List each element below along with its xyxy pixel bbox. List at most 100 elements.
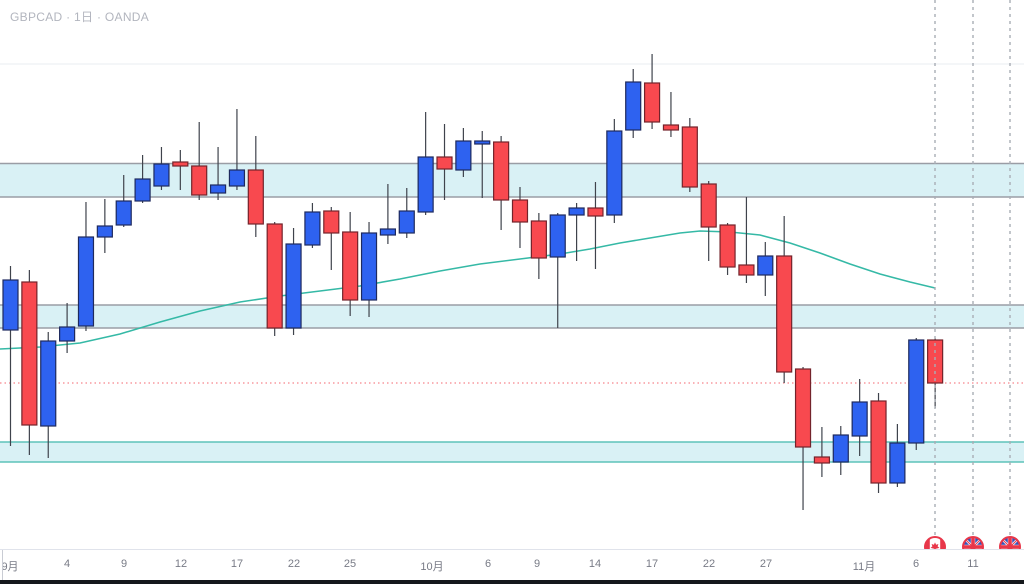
candle-09-30 (398, 188, 415, 238)
candle-body-down (719, 224, 736, 268)
candle-09-09 (115, 175, 132, 227)
candle-body-down (643, 82, 661, 123)
candle-09-02 (21, 270, 38, 455)
candle-body-up (96, 225, 113, 238)
time-axis-label: 9 (533, 558, 541, 570)
candle-body-up (379, 228, 396, 236)
candle-body-up (2, 279, 19, 331)
candle-body-up (209, 184, 227, 194)
candle-09-25 (342, 212, 359, 316)
candle-10-28 (776, 216, 793, 383)
candle-09-08 (96, 199, 113, 253)
candle-10-17 (643, 54, 661, 129)
candle-body-up (134, 178, 151, 202)
candle-body-down (191, 165, 208, 196)
time-axis-label: 22 (287, 558, 301, 570)
time-axis-label: 17 (230, 558, 244, 570)
candle-10-24 (738, 197, 755, 283)
candle-09-18 (247, 136, 264, 237)
candle-09-19 (266, 222, 283, 336)
time-axis-label: 14 (588, 558, 602, 570)
candle-body-up (360, 232, 378, 301)
candle-body-up (606, 130, 623, 216)
candle-body-up (889, 442, 906, 484)
candle-body-up (625, 81, 642, 131)
time-axis-label: 22 (702, 558, 716, 570)
candle-10-21 (681, 118, 698, 192)
candle-10-06 (474, 131, 491, 198)
candle-body-down (870, 400, 887, 484)
candle-09-03 (40, 332, 57, 458)
candle-11-07 (927, 338, 944, 408)
candle-10-03 (455, 128, 472, 177)
candle-body-down (266, 223, 283, 329)
time-axis-label: 6 (484, 558, 492, 570)
candle-11-06 (908, 338, 925, 450)
candle-body-up (549, 214, 566, 258)
candle-body-down (342, 231, 359, 301)
candle-body-down (700, 183, 717, 228)
time-axis-label: 27 (759, 558, 773, 570)
time-axis-label: 11 (967, 558, 979, 570)
candle-10-07 (493, 136, 510, 230)
candle-body-down (436, 156, 453, 170)
candle-10-23 (719, 223, 736, 275)
candle-10-30 (813, 427, 831, 477)
candle-10-22 (700, 181, 717, 261)
candle-09-11 (153, 147, 170, 190)
candle-11-04 (870, 393, 887, 493)
candle-10-02 (436, 124, 453, 200)
candle-body-up (77, 236, 95, 327)
time-axis[interactable]: 9月 4 9 12 17 22 25 10月 6 9 14 17 22 27 11月 6 11 (0, 549, 1024, 581)
candle-11-05 (889, 424, 906, 487)
time-axis-label: 6 (912, 558, 920, 570)
candle-09-12 (172, 150, 189, 190)
candle-body-down (662, 124, 680, 131)
time-axis-label: 11月 (852, 561, 876, 573)
candle-body-up (228, 169, 246, 187)
candle-09-29 (379, 184, 396, 244)
candle-10-01 (417, 112, 434, 215)
time-axis-label: 10月 (420, 561, 444, 573)
price-zone (0, 162, 1024, 198)
candle-body-up (474, 140, 491, 145)
candle-09-23 (304, 203, 321, 248)
candle-body-down (511, 199, 529, 223)
time-axis-label: 25 (343, 558, 357, 570)
candle-09-04 (59, 303, 76, 353)
candle-body-down (323, 210, 340, 234)
candle-10-14 (587, 182, 604, 269)
candle-10-13 (568, 203, 585, 261)
time-axis-label: 17 (645, 558, 659, 570)
candle-09-24 (323, 207, 340, 270)
candle-body-down (493, 141, 510, 201)
candle-body-down (776, 255, 793, 373)
time-axis-label: 4 (63, 558, 71, 570)
candle-body-up (285, 243, 302, 329)
candle-body-down (530, 220, 547, 259)
candle-10-16 (625, 69, 642, 138)
candle-09-01 (2, 266, 19, 446)
price-zone (0, 441, 1024, 463)
candle-body-down (21, 281, 38, 426)
candle-10-08 (511, 187, 529, 248)
price-zone (0, 304, 1024, 329)
candle-body-up (115, 200, 132, 226)
candle-10-29 (794, 367, 812, 510)
candle-body-up (59, 326, 76, 342)
candle-body-up (757, 255, 774, 276)
maple-leaf-icon (930, 542, 940, 552)
candle-body-down (794, 368, 812, 448)
candle-body-up (398, 210, 415, 234)
candle-10-31 (832, 426, 849, 475)
candle-09-10 (134, 155, 151, 203)
candle-10-20 (662, 92, 680, 137)
candle-body-up (455, 140, 472, 171)
axis-left-edge (2, 550, 3, 580)
candle-10-10 (549, 213, 566, 328)
candle-09-05 (77, 202, 95, 331)
candle-11-03 (851, 379, 868, 456)
